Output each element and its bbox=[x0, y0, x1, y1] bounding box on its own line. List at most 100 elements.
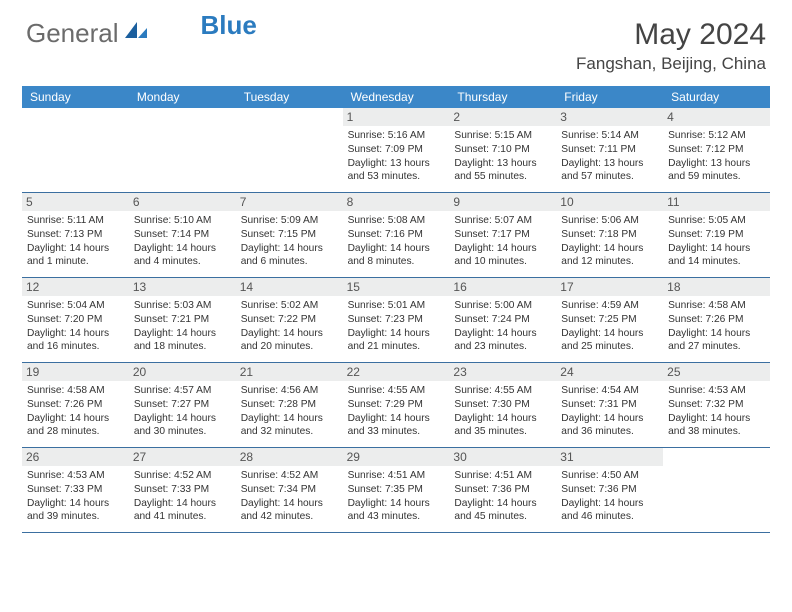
day-info: Sunrise: 5:08 AMSunset: 7:16 PMDaylight:… bbox=[348, 214, 445, 269]
week-row: 12 Sunrise: 5:04 AMSunset: 7:20 PMDayligh… bbox=[22, 278, 770, 363]
day-info: Sunrise: 5:03 AMSunset: 7:21 PMDaylight:… bbox=[134, 299, 231, 354]
day-number: 1 bbox=[343, 108, 450, 126]
day-cell bbox=[22, 108, 129, 192]
day-cell: 27 Sunrise: 4:52 AMSunset: 7:33 PMDayligh… bbox=[129, 448, 236, 532]
day-number: 29 bbox=[343, 448, 450, 466]
day-cell: 30 Sunrise: 4:51 AMSunset: 7:36 PMDayligh… bbox=[449, 448, 556, 532]
logo: General Blue bbox=[26, 18, 257, 49]
day-info: Sunrise: 4:53 AMSunset: 7:32 PMDaylight:… bbox=[668, 384, 765, 439]
day-info: Sunrise: 4:51 AMSunset: 7:35 PMDaylight:… bbox=[348, 469, 445, 524]
day-number: 6 bbox=[129, 193, 236, 211]
day-info: Sunrise: 4:57 AMSunset: 7:27 PMDaylight:… bbox=[134, 384, 231, 439]
header: General Blue May 2024 Fangshan, Beijing,… bbox=[0, 0, 792, 82]
days-of-week-row: SundayMondayTuesdayWednesdayThursdayFrid… bbox=[22, 86, 770, 108]
day-info: Sunrise: 4:55 AMSunset: 7:30 PMDaylight:… bbox=[454, 384, 551, 439]
day-cell: 21 Sunrise: 4:56 AMSunset: 7:28 PMDayligh… bbox=[236, 363, 343, 447]
day-cell: 17 Sunrise: 4:59 AMSunset: 7:25 PMDayligh… bbox=[556, 278, 663, 362]
day-info: Sunrise: 4:51 AMSunset: 7:36 PMDaylight:… bbox=[454, 469, 551, 524]
day-info: Sunrise: 5:06 AMSunset: 7:18 PMDaylight:… bbox=[561, 214, 658, 269]
day-info: Sunrise: 4:54 AMSunset: 7:31 PMDaylight:… bbox=[561, 384, 658, 439]
calendar: SundayMondayTuesdayWednesdayThursdayFrid… bbox=[0, 82, 792, 533]
day-cell: 31Sunrise: 4:50 AMSunset: 7:36 PMDayligh… bbox=[556, 448, 663, 532]
day-number: 24 bbox=[556, 363, 663, 381]
day-info: Sunrise: 4:50 AMSunset: 7:36 PMDaylight:… bbox=[561, 469, 658, 524]
day-number: 12 bbox=[22, 278, 129, 296]
day-cell: 14 Sunrise: 5:02 AMSunset: 7:22 PMDayligh… bbox=[236, 278, 343, 362]
day-cell: 10 Sunrise: 5:06 AMSunset: 7:18 PMDayligh… bbox=[556, 193, 663, 277]
day-number: 16 bbox=[449, 278, 556, 296]
day-cell: 19Sunrise: 4:58 AMSunset: 7:26 PMDayligh… bbox=[22, 363, 129, 447]
day-number: 10 bbox=[556, 193, 663, 211]
day-cell: 11Sunrise: 5:05 AMSunset: 7:19 PMDayligh… bbox=[663, 193, 770, 277]
day-cell: 7Sunrise: 5:09 AMSunset: 7:15 PMDaylight… bbox=[236, 193, 343, 277]
month-title: May 2024 bbox=[576, 18, 766, 52]
day-cell: 15Sunrise: 5:01 AMSunset: 7:23 PMDayligh… bbox=[343, 278, 450, 362]
day-info: Sunrise: 5:10 AMSunset: 7:14 PMDaylight:… bbox=[134, 214, 231, 269]
dow-cell: Wednesday bbox=[343, 86, 450, 108]
day-number: 17 bbox=[556, 278, 663, 296]
day-number: 3 bbox=[556, 108, 663, 126]
day-number: 14 bbox=[236, 278, 343, 296]
day-info: Sunrise: 5:15 AMSunset: 7:10 PMDaylight:… bbox=[454, 129, 551, 184]
weeks-container: 1 Sunrise: 5:16 AMSunset: 7:09 PMDaylight… bbox=[22, 108, 770, 533]
sail-icon bbox=[123, 20, 149, 47]
day-number: 25 bbox=[663, 363, 770, 381]
week-row: 26Sunrise: 4:53 AMSunset: 7:33 PMDayligh… bbox=[22, 448, 770, 533]
day-cell: 9 Sunrise: 5:07 AMSunset: 7:17 PMDaylight… bbox=[449, 193, 556, 277]
day-cell: 25 Sunrise: 4:53 AMSunset: 7:32 PMDayligh… bbox=[663, 363, 770, 447]
day-cell: 23 Sunrise: 4:55 AMSunset: 7:30 PMDayligh… bbox=[449, 363, 556, 447]
day-info: Sunrise: 4:55 AMSunset: 7:29 PMDaylight:… bbox=[348, 384, 445, 439]
day-cell: 22 Sunrise: 4:55 AMSunset: 7:29 PMDayligh… bbox=[343, 363, 450, 447]
day-cell: 6 Sunrise: 5:10 AMSunset: 7:14 PMDaylight… bbox=[129, 193, 236, 277]
title-block: May 2024 Fangshan, Beijing, China bbox=[576, 18, 766, 74]
day-info: Sunrise: 4:53 AMSunset: 7:33 PMDaylight:… bbox=[27, 469, 124, 524]
day-number: 13 bbox=[129, 278, 236, 296]
day-number: 19 bbox=[22, 363, 129, 381]
day-number: 7 bbox=[236, 193, 343, 211]
day-number: 18 bbox=[663, 278, 770, 296]
week-row: 19Sunrise: 4:58 AMSunset: 7:26 PMDayligh… bbox=[22, 363, 770, 448]
day-cell: 18 Sunrise: 4:58 AMSunset: 7:26 PMDayligh… bbox=[663, 278, 770, 362]
week-row: 5 Sunrise: 5:11 AMSunset: 7:13 PMDaylight… bbox=[22, 193, 770, 278]
day-number: 2 bbox=[449, 108, 556, 126]
day-number: 11 bbox=[663, 193, 770, 211]
day-cell: 1 Sunrise: 5:16 AMSunset: 7:09 PMDaylight… bbox=[343, 108, 450, 192]
day-cell: 16 Sunrise: 5:00 AMSunset: 7:24 PMDayligh… bbox=[449, 278, 556, 362]
day-number: 22 bbox=[343, 363, 450, 381]
day-info: Sunrise: 4:52 AMSunset: 7:34 PMDaylight:… bbox=[241, 469, 338, 524]
day-info: Sunrise: 5:07 AMSunset: 7:17 PMDaylight:… bbox=[454, 214, 551, 269]
day-info: Sunrise: 5:11 AMSunset: 7:13 PMDaylight:… bbox=[27, 214, 124, 269]
day-number: 21 bbox=[236, 363, 343, 381]
day-info: Sunrise: 5:14 AMSunset: 7:11 PMDaylight:… bbox=[561, 129, 658, 184]
dow-cell: Saturday bbox=[663, 86, 770, 108]
day-number: 20 bbox=[129, 363, 236, 381]
day-number: 30 bbox=[449, 448, 556, 466]
day-info: Sunrise: 4:52 AMSunset: 7:33 PMDaylight:… bbox=[134, 469, 231, 524]
day-cell: 13 Sunrise: 5:03 AMSunset: 7:21 PMDayligh… bbox=[129, 278, 236, 362]
day-info: Sunrise: 4:59 AMSunset: 7:25 PMDaylight:… bbox=[561, 299, 658, 354]
day-cell: 28 Sunrise: 4:52 AMSunset: 7:34 PMDayligh… bbox=[236, 448, 343, 532]
day-info: Sunrise: 5:04 AMSunset: 7:20 PMDaylight:… bbox=[27, 299, 124, 354]
day-info: Sunrise: 5:02 AMSunset: 7:22 PMDaylight:… bbox=[241, 299, 338, 354]
day-info: Sunrise: 4:58 AMSunset: 7:26 PMDaylight:… bbox=[668, 299, 765, 354]
day-cell: 3 Sunrise: 5:14 AMSunset: 7:11 PMDaylight… bbox=[556, 108, 663, 192]
day-cell: 2 Sunrise: 5:15 AMSunset: 7:10 PMDaylight… bbox=[449, 108, 556, 192]
day-number: 4 bbox=[663, 108, 770, 126]
dow-cell: Tuesday bbox=[236, 86, 343, 108]
day-cell: 12 Sunrise: 5:04 AMSunset: 7:20 PMDayligh… bbox=[22, 278, 129, 362]
day-info: Sunrise: 4:56 AMSunset: 7:28 PMDaylight:… bbox=[241, 384, 338, 439]
day-cell bbox=[663, 448, 770, 532]
day-number: 28 bbox=[236, 448, 343, 466]
day-number: 15 bbox=[343, 278, 450, 296]
day-info: Sunrise: 5:00 AMSunset: 7:24 PMDaylight:… bbox=[454, 299, 551, 354]
day-number: 8 bbox=[343, 193, 450, 211]
day-number: 5 bbox=[22, 193, 129, 211]
dow-cell: Sunday bbox=[22, 86, 129, 108]
day-cell: 26Sunrise: 4:53 AMSunset: 7:33 PMDayligh… bbox=[22, 448, 129, 532]
day-number: 27 bbox=[129, 448, 236, 466]
day-info: Sunrise: 5:12 AMSunset: 7:12 PMDaylight:… bbox=[668, 129, 765, 184]
day-info: Sunrise: 5:16 AMSunset: 7:09 PMDaylight:… bbox=[348, 129, 445, 184]
day-number: 23 bbox=[449, 363, 556, 381]
dow-cell: Friday bbox=[556, 86, 663, 108]
day-number: 9 bbox=[449, 193, 556, 211]
